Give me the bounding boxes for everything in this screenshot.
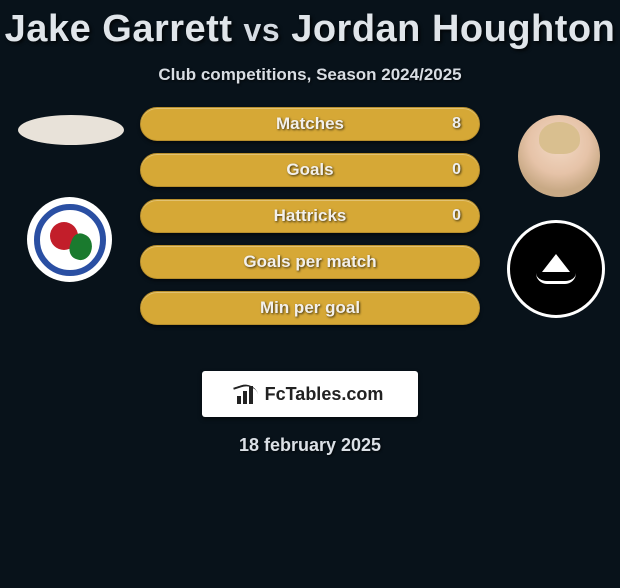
comparison-panel: Matches 8 Goals 0 Hattricks 0 Goals per … — [0, 115, 620, 365]
stat-value: 0 — [452, 161, 461, 179]
player1-club-badge — [27, 197, 112, 282]
stat-bar: Goals 0 — [140, 153, 480, 187]
stat-label: Matches — [276, 114, 344, 134]
stat-bars: Matches 8 Goals 0 Hattricks 0 Goals per … — [140, 107, 480, 337]
player1-avatar — [18, 115, 124, 145]
vs-text: vs — [244, 12, 281, 48]
comparison-title: Jake Garrett vs Jordan Houghton — [0, 8, 620, 51]
stat-value: 8 — [452, 115, 461, 133]
stat-label: Min per goal — [260, 298, 360, 318]
fctables-icon — [237, 384, 259, 404]
stat-label: Hattricks — [274, 206, 347, 226]
stat-label: Goals per match — [243, 252, 376, 272]
branding-text: FcTables.com — [265, 384, 384, 405]
stat-bar: Min per goal — [140, 291, 480, 325]
stat-label: Goals — [286, 160, 333, 180]
stat-bar: Goals per match — [140, 245, 480, 279]
player2-club-badge — [507, 220, 605, 318]
subtitle: Club competitions, Season 2024/2025 — [0, 65, 620, 85]
stat-value: 0 — [452, 207, 461, 225]
branding-badge: FcTables.com — [202, 371, 418, 417]
player2-avatar — [518, 115, 600, 197]
snapshot-date: 18 february 2025 — [0, 435, 620, 456]
player1-name: Jake Garrett — [5, 8, 233, 50]
player2-name: Jordan Houghton — [291, 8, 615, 50]
stat-bar: Matches 8 — [140, 107, 480, 141]
stat-bar: Hattricks 0 — [140, 199, 480, 233]
